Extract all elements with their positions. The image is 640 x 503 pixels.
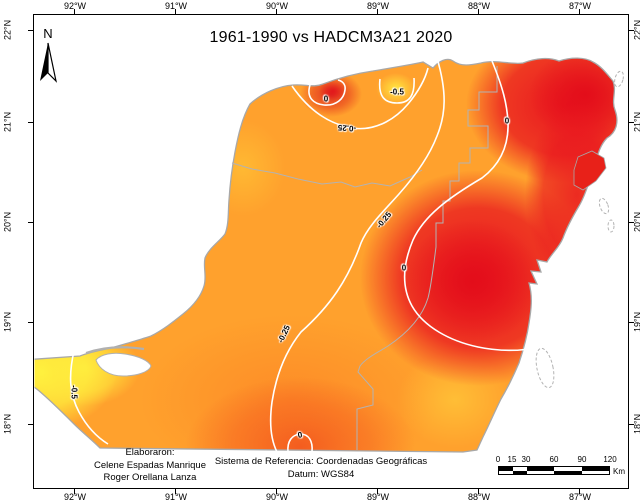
lon-label-top: 90°W [265, 1, 289, 11]
scale-bar: 0 15 30 60 90 120 Km [494, 455, 634, 483]
graticule-tick [629, 322, 634, 323]
graticule-tick [28, 122, 33, 123]
contour-label: 0 [401, 263, 407, 273]
lon-label-bottom: 91°W [164, 492, 188, 502]
contour-label: -0.5 [390, 87, 404, 97]
scale-tick-label: 120 [603, 455, 617, 464]
lon-label-bottom: 88°W [467, 492, 491, 502]
north-arrow: N [34, 26, 62, 88]
lon-label-bottom: 90°W [265, 492, 289, 502]
graticule-tick [276, 9, 277, 14]
offshore-outlines [535, 70, 624, 389]
credits-heading: Elaboraron: [125, 447, 175, 458]
credits-block: Elaboraron: Celene Espadas Manrique Roge… [55, 447, 245, 485]
lon-label-top: 89°W [366, 1, 390, 11]
scale-tick-label: 90 [577, 455, 587, 464]
graticule-tick [579, 489, 580, 494]
scale-tick-label: 30 [521, 455, 531, 464]
lagoon [95, 352, 152, 377]
graticule-tick [629, 222, 634, 223]
contour-label: -0.25 [337, 122, 357, 134]
graticule-tick [175, 489, 176, 494]
scale-tick-label: 0 [495, 455, 501, 464]
graticule-tick [377, 489, 378, 494]
lon-label-top: 92°W [63, 1, 87, 11]
contour-label: -0.5 [69, 385, 79, 399]
graticule-tick [629, 122, 634, 123]
graticule-tick [28, 322, 33, 323]
graticule-tick [629, 424, 634, 425]
lon-label-top: 91°W [164, 1, 188, 11]
cozumel-island [573, 150, 607, 191]
contour-label: 0 [504, 116, 510, 126]
lon-label-top: 88°W [467, 1, 491, 11]
reference-block: Sistema de Referencia: Coordenadas Geogr… [186, 456, 456, 481]
reference-datum: Datum: WGS84 [287, 468, 355, 480]
lat-label-left: 19°N [2, 311, 13, 333]
graticule-tick [478, 9, 479, 14]
lat-label-left: 21°N [2, 111, 13, 133]
graticule-tick [377, 9, 378, 14]
lon-label-bottom: 92°W [63, 492, 87, 502]
north-arrow-icon [40, 42, 58, 83]
credits-author: Roger Orellana Lanza [103, 472, 197, 483]
graticule-tick [276, 489, 277, 494]
graticule-tick [28, 424, 33, 425]
scale-tick-label: 15 [507, 455, 517, 464]
lat-label-left: 22°N [2, 19, 13, 41]
coastline [34, 57, 618, 453]
scale-bar-graphic [498, 466, 610, 475]
scale-unit-label: Km [613, 467, 625, 476]
scale-tick-label: 60 [549, 455, 559, 464]
graticule-tick [175, 9, 176, 14]
graticule-tick [28, 30, 33, 31]
lat-label-left: 18°N [2, 413, 13, 435]
lon-label-bottom: 87°W [568, 492, 592, 502]
map-title: 1961-1990 vs HADCM3A21 2020 [209, 29, 453, 46]
graticule-tick [579, 9, 580, 14]
contour-lines [69, 57, 531, 453]
contour-label: 0 [323, 94, 329, 104]
graticule-tick [28, 222, 33, 223]
graticule-tick [74, 9, 75, 14]
credits-author: Celene Espadas Manrique [94, 459, 206, 471]
reference-system: Sistema de Referencia: Coordenadas Geogr… [214, 456, 428, 467]
state-boundary-quintana-roo [356, 66, 498, 450]
graticule-tick [478, 489, 479, 494]
barrier-island [85, 346, 145, 355]
graticule-tick [629, 30, 634, 31]
lat-label-left: 20°N [2, 211, 13, 233]
state-boundary-campeche-yucatan [231, 162, 423, 188]
north-label: N [43, 26, 53, 41]
lon-label-bottom: 89°W [366, 492, 390, 502]
graticule-tick [74, 489, 75, 494]
lon-label-top: 87°W [568, 1, 592, 11]
